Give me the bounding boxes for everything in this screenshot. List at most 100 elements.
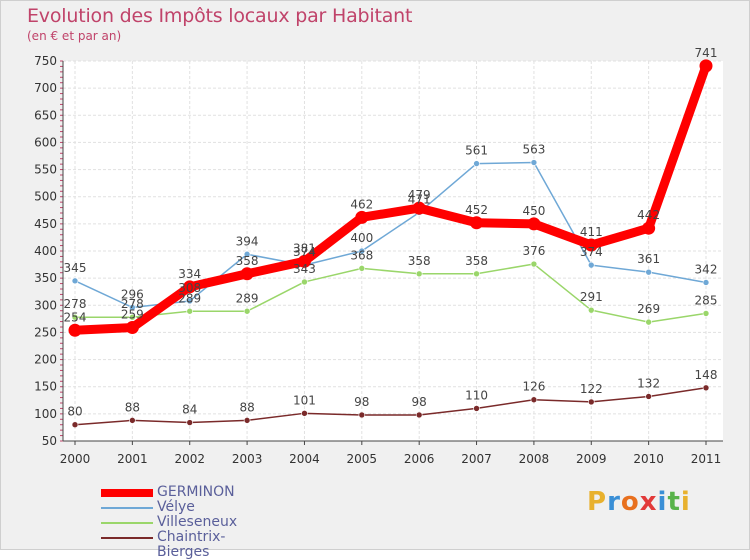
y-tick-label: 50	[42, 434, 57, 448]
series-line-v-lye	[74, 161, 707, 309]
y-tick-label: 150	[34, 380, 57, 394]
data-label: 358	[408, 254, 431, 268]
data-label: 269	[637, 302, 660, 316]
data-label: 358	[236, 254, 259, 268]
logo-letter: r	[607, 487, 621, 517]
x-tick-label: 2006	[404, 452, 435, 466]
data-label: 122	[580, 382, 603, 396]
data-point	[297, 254, 311, 268]
y-tick-label: 100	[34, 407, 57, 421]
data-point	[473, 160, 480, 167]
logo-letter: t	[667, 487, 681, 517]
data-point	[642, 221, 656, 235]
y-tick-label: 250	[34, 325, 57, 339]
data-label: 132	[637, 376, 660, 390]
series-line-villeseneux	[74, 263, 707, 323]
data-label: 80	[67, 405, 82, 419]
data-label: 334	[178, 267, 201, 281]
data-label: 285	[695, 293, 718, 307]
data-point	[645, 268, 652, 276]
data-label: 374	[580, 245, 603, 259]
x-tick-label: 2008	[519, 452, 550, 466]
x-tick-label: 2001	[117, 452, 148, 466]
y-tick-label: 550	[34, 163, 57, 177]
data-point	[584, 238, 598, 252]
logo-letter: o	[620, 487, 640, 517]
data-label: 88	[239, 400, 254, 414]
data-label: 289	[178, 291, 201, 305]
legend-swatch-germinon	[101, 489, 153, 497]
x-tick-label: 2003	[232, 452, 263, 466]
data-point	[645, 393, 652, 400]
data-label: 741	[695, 46, 718, 60]
x-tick-label: 2007	[461, 452, 492, 466]
data-label: 343	[293, 262, 316, 276]
y-tick-label: 650	[34, 108, 57, 122]
data-label: 126	[522, 380, 545, 394]
data-point	[645, 318, 652, 326]
data-label: 411	[580, 225, 603, 239]
data-label: 88	[125, 400, 140, 414]
logo-letter: i	[657, 487, 668, 517]
data-point	[702, 310, 710, 317]
data-point	[129, 304, 136, 311]
data-label: 462	[350, 197, 373, 211]
data-label: 394	[236, 234, 259, 248]
data-label: 308	[178, 281, 201, 295]
data-point	[183, 280, 197, 294]
data-point	[71, 421, 79, 429]
data-label: 278	[64, 297, 87, 311]
data-point	[358, 411, 366, 419]
logo-letter: P	[587, 487, 608, 517]
data-label: 345	[64, 261, 87, 275]
y-tick-label: 450	[34, 217, 57, 231]
data-label: 374	[293, 245, 316, 259]
chart-subtitle: (en € et par an)	[27, 29, 122, 43]
x-tick-label: 2004	[289, 452, 320, 466]
data-point	[125, 321, 139, 335]
data-point	[473, 270, 480, 278]
data-label: 278	[121, 297, 144, 311]
data-label: 479	[408, 188, 431, 202]
proxiti-logo[interactable]: Proxiti	[587, 487, 691, 517]
data-point	[530, 159, 538, 166]
data-point	[129, 313, 136, 321]
y-tick-label: 400	[34, 244, 57, 258]
data-point	[68, 323, 82, 337]
data-point	[301, 278, 308, 286]
data-point	[240, 267, 254, 281]
data-point	[702, 279, 710, 286]
data-point	[186, 419, 194, 426]
data-point	[415, 411, 423, 419]
data-point	[129, 417, 136, 424]
data-label: 84	[182, 403, 197, 417]
series-line-chaintrix-bierges	[74, 387, 707, 426]
x-tick-label: 2000	[60, 452, 91, 466]
data-point	[587, 398, 595, 406]
data-label: 289	[236, 291, 259, 305]
data-label: 342	[695, 262, 718, 276]
data-point	[473, 405, 480, 412]
legend-label: Vélye	[157, 499, 195, 515]
data-point	[699, 59, 713, 73]
data-point	[71, 277, 79, 285]
data-label: 563	[522, 143, 545, 157]
data-label: 381	[293, 241, 316, 255]
data-label: 561	[465, 144, 488, 158]
data-label: 400	[350, 231, 373, 245]
x-tick-label: 2011	[691, 452, 722, 466]
y-tick-label: 700	[34, 81, 57, 95]
chart-title: Evolution des Impôts locaux par Habitant	[27, 5, 413, 27]
data-point	[470, 216, 484, 230]
legend-label: Villeseneux	[157, 514, 238, 530]
legend-label: GERMINON	[157, 484, 235, 500]
data-point	[358, 247, 366, 255]
data-label: 450	[522, 204, 545, 218]
data-label: 291	[580, 290, 603, 304]
data-point	[243, 417, 251, 424]
y-tick-label: 750	[34, 54, 57, 68]
data-point	[186, 297, 194, 305]
x-tick-label: 2009	[576, 452, 607, 466]
legend-label: Chaintrix-Bierges	[157, 529, 226, 560]
